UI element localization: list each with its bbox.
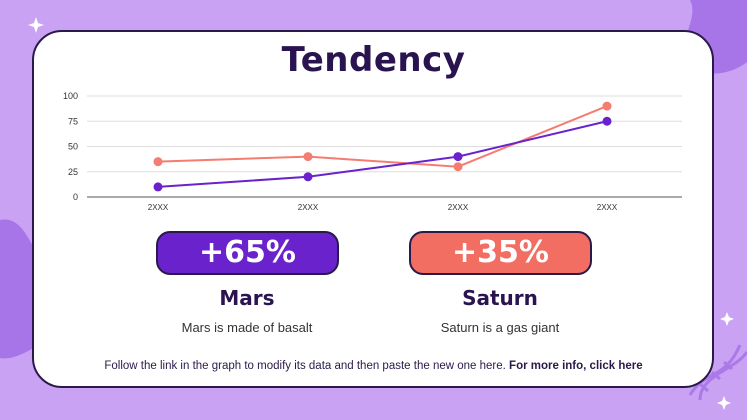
sparkle-icon (717, 312, 734, 410)
saturn-name: Saturn (462, 286, 538, 310)
y-tick-label: 25 (68, 167, 78, 177)
series-line-0 (157, 105, 608, 168)
dna-icon (688, 344, 747, 401)
page-title: Tendency (281, 40, 466, 80)
more-info-link[interactable]: For more info, click here (509, 360, 643, 372)
saturn-percent-badge: +35% (409, 231, 592, 275)
series-line-1 (157, 120, 608, 188)
y-tick-label: 50 (68, 142, 78, 152)
slide-card (32, 30, 714, 388)
y-tick-label: 100 (63, 91, 78, 101)
y-tick-label: 0 (73, 192, 78, 202)
sparkle-icon (28, 17, 44, 33)
y-tick-label: 75 (68, 116, 78, 126)
data-point (453, 152, 463, 162)
data-point (153, 157, 163, 167)
data-point (602, 101, 612, 111)
footer-text: Follow the link in the graph to modify i… (104, 360, 506, 372)
footer: Follow the link in the graph to modify i… (0, 360, 747, 372)
data-point (453, 162, 463, 172)
saturn-description: Saturn is a gas giant (440, 320, 560, 335)
mars-description: Mars is made of basalt (181, 320, 313, 335)
data-point (602, 116, 612, 126)
data-point (303, 152, 313, 162)
x-tick-label: 2XXX (298, 203, 319, 212)
data-point (153, 182, 163, 192)
x-tick-label: 2XXX (597, 203, 618, 212)
x-tick-label: 2XXX (448, 203, 469, 212)
mars-percent-badge: +65% (156, 231, 339, 275)
x-tick-label: 2XXX (148, 203, 169, 212)
mars-name: Mars (219, 286, 275, 310)
data-point (303, 172, 313, 182)
